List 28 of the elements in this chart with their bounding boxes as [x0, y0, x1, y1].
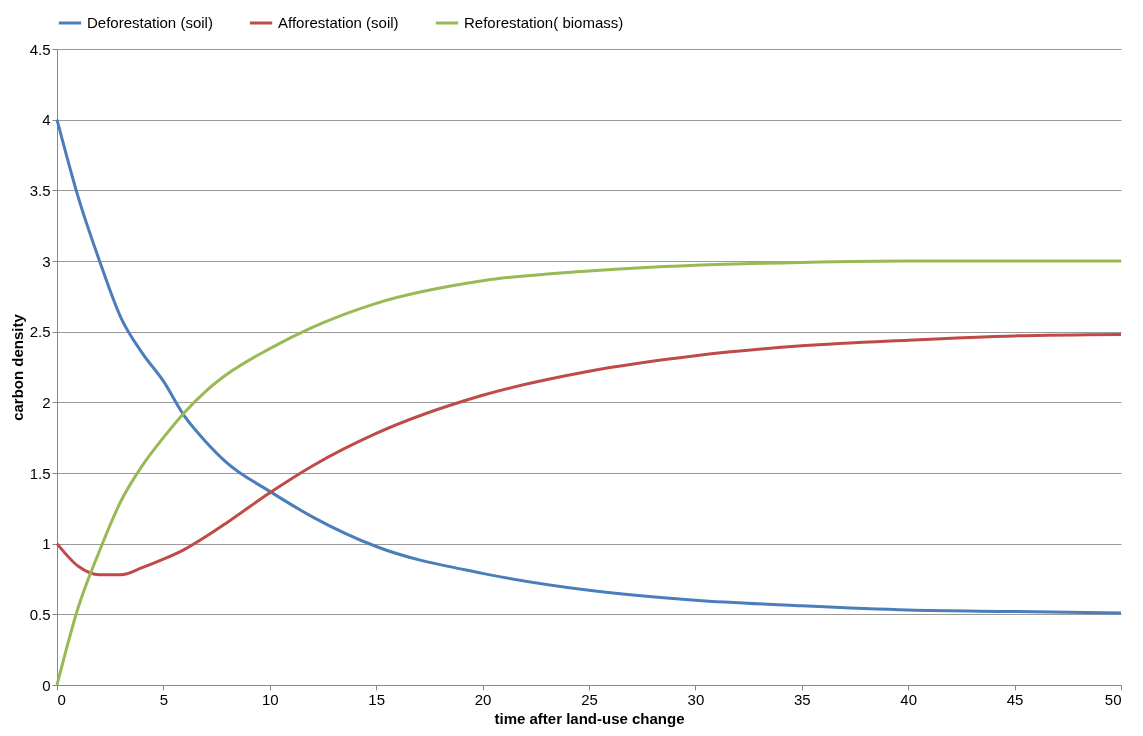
legend-label: Reforestation( biomass): [464, 14, 624, 31]
x-tick-label: 25: [581, 690, 598, 708]
y-tick-label: 4.5: [29, 40, 51, 58]
x-tick-label: 20: [474, 690, 492, 708]
line-series: [55, 118, 1123, 615]
legend-label: Deforestation (soil): [87, 14, 213, 31]
y-tick-label: 3: [42, 252, 51, 270]
y-tick-label: 1: [42, 535, 51, 553]
x-tick-label: 40: [900, 690, 918, 708]
x-axis-title: time after land-use change: [494, 709, 685, 727]
x-tick-label: 10: [261, 690, 279, 708]
legend-label: Afforestation (soil): [278, 14, 399, 31]
y-tick-label: 1.5: [29, 464, 51, 482]
y-tick-label: 0: [42, 676, 51, 694]
x-tick-label: 30: [687, 690, 705, 708]
y-axis-title: carbon density: [8, 313, 26, 421]
y-tick-label: 2: [42, 393, 51, 411]
x-tick-label: 15: [368, 690, 386, 708]
y-tick-label: 2.5: [29, 323, 51, 341]
x-tick-label: 35: [793, 690, 811, 708]
x-tick-label: 50: [1104, 690, 1122, 708]
y-tick-label: 0.5: [29, 605, 51, 623]
x-tick-label: 45: [1006, 690, 1024, 708]
y-tick-label: 4: [42, 111, 51, 129]
line-series: [55, 332, 1123, 577]
x-tick-label: 0: [57, 690, 66, 708]
x-tick-label: 5: [159, 690, 169, 708]
y-tick-label: 3.5: [29, 181, 51, 199]
